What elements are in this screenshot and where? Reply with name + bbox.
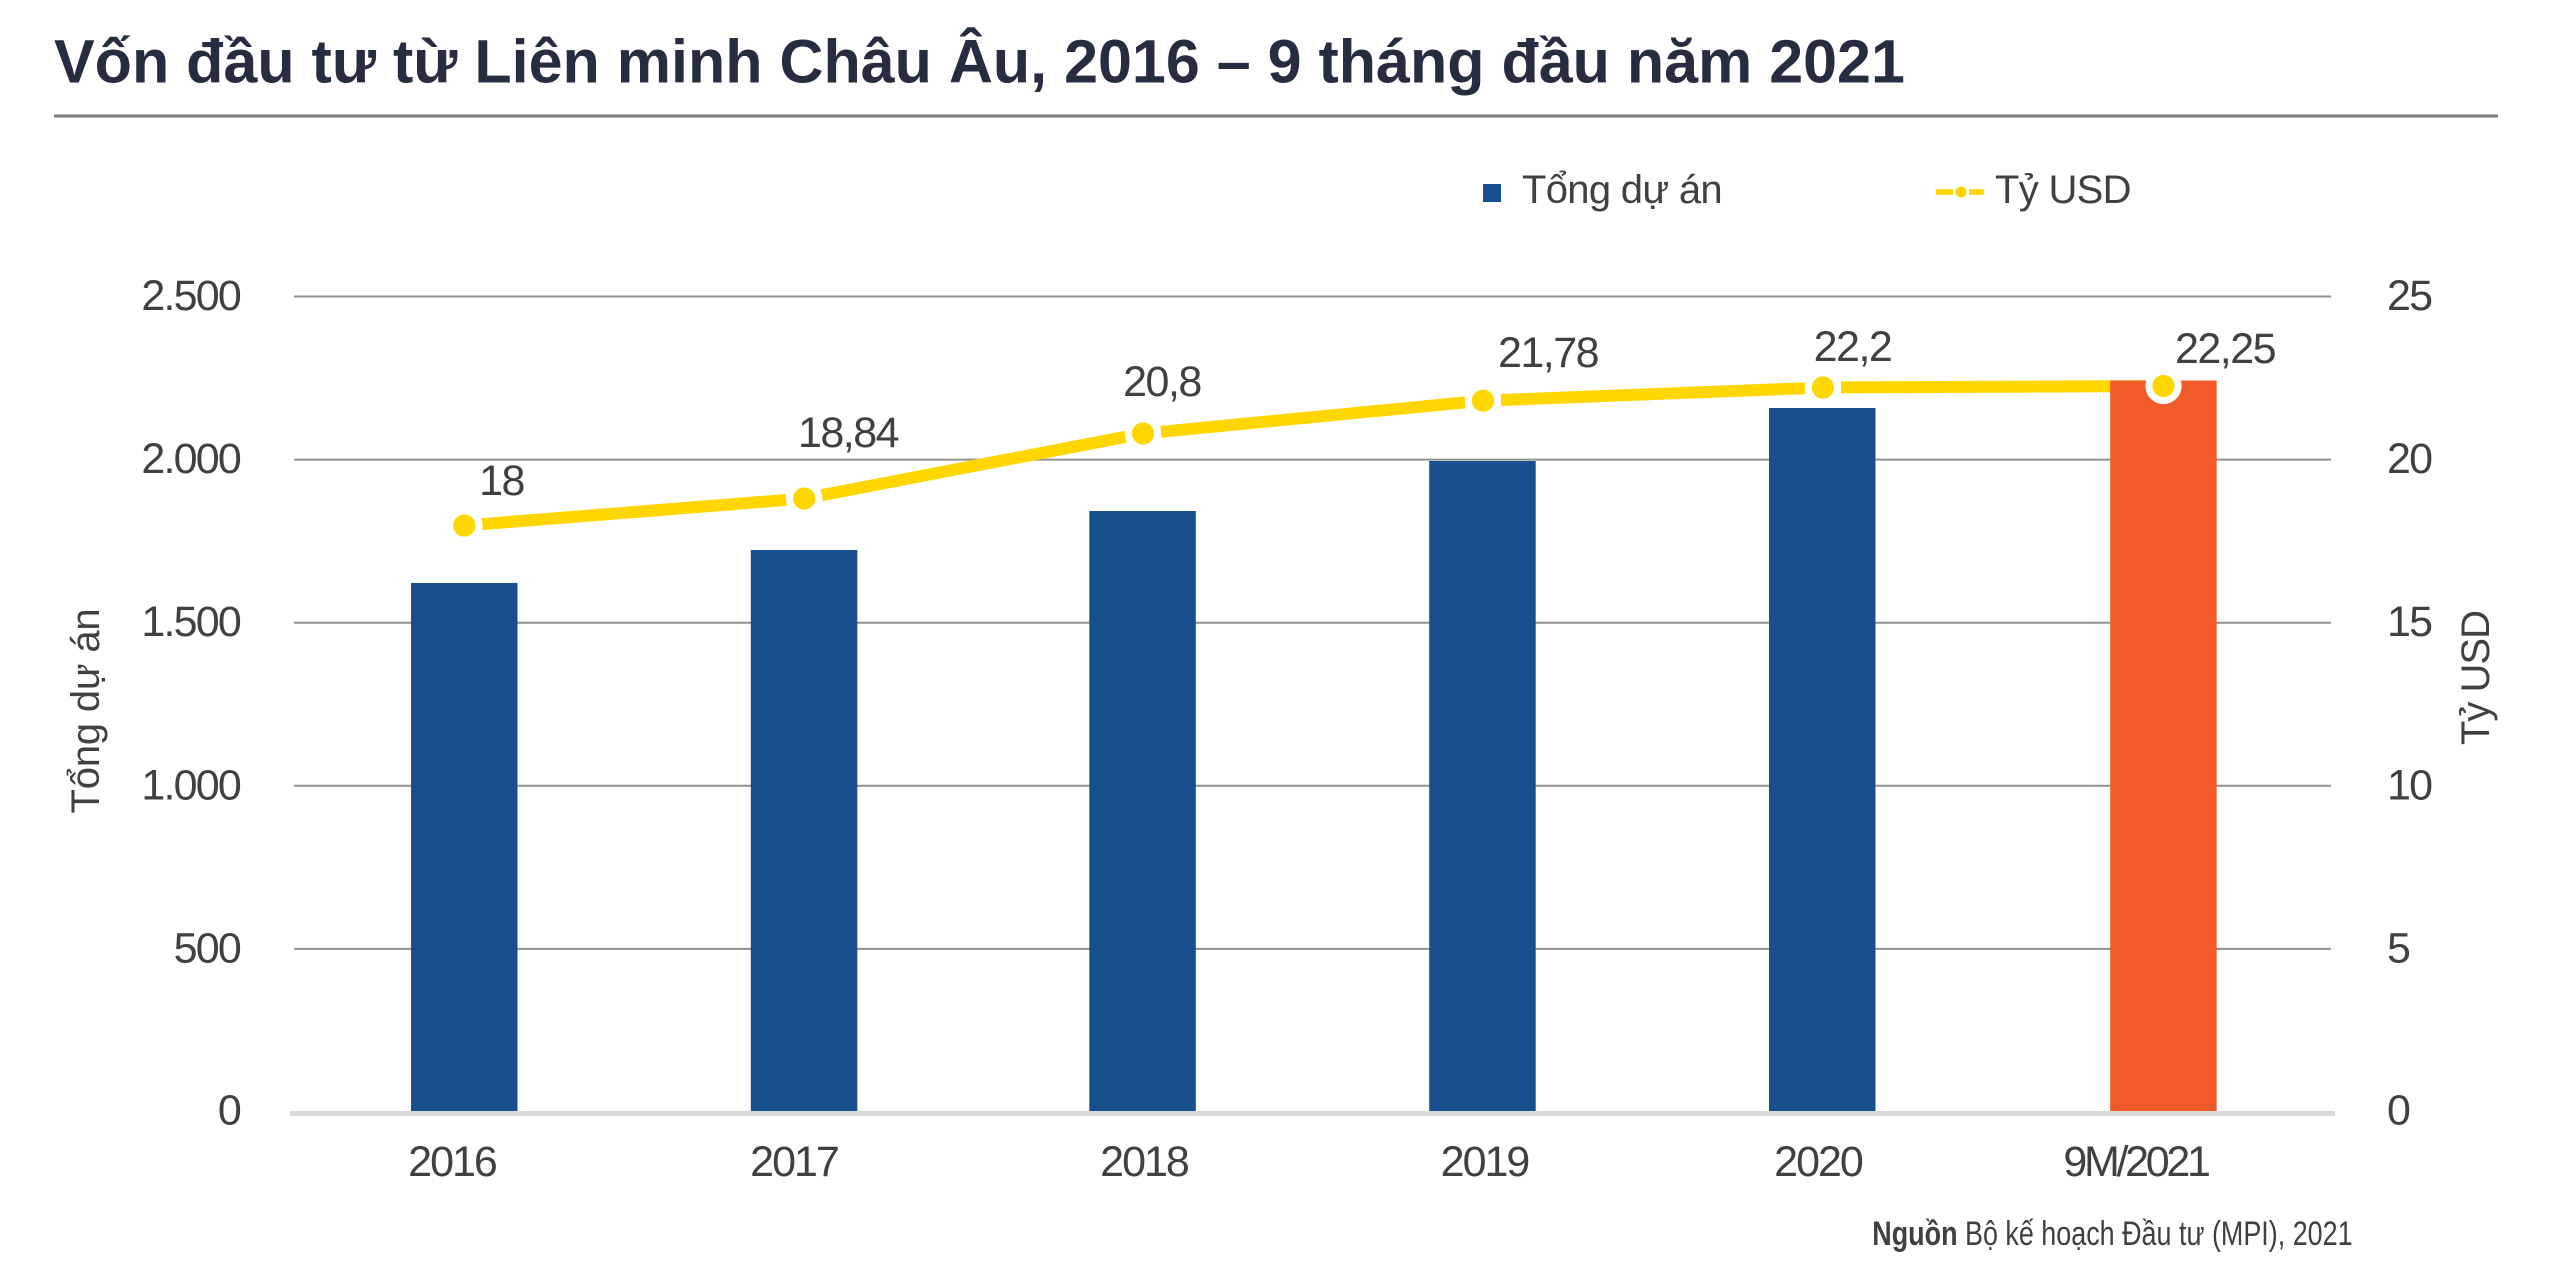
svg-text:Tỷ USD: Tỷ USD (2454, 611, 2498, 745)
svg-text:0: 0 (218, 1087, 241, 1135)
svg-text:15: 15 (2387, 598, 2432, 646)
svg-text:Tổng dự án: Tổng dự án (64, 609, 108, 814)
svg-text:2018: 2018 (1100, 1138, 1189, 1186)
svg-text:22,2: 22,2 (1814, 323, 1892, 371)
svg-text:22,25: 22,25 (2175, 325, 2276, 373)
svg-text:1.500: 1.500 (141, 598, 240, 646)
svg-text:2020: 2020 (1774, 1138, 1863, 1186)
svg-text:20: 20 (2387, 435, 2432, 483)
svg-text:2016: 2016 (408, 1138, 497, 1186)
svg-text:20,8: 20,8 (1123, 358, 1201, 406)
svg-text:2.000: 2.000 (141, 435, 240, 483)
svg-text:Tỷ USD: Tỷ USD (1995, 168, 2131, 212)
svg-text:Vốn đầu tư từ Liên minh Châu Â: Vốn đầu tư từ Liên minh Châu Âu, 2016 – … (54, 28, 1905, 96)
svg-text:Tổng dự án: Tổng dự án (1522, 168, 1722, 212)
svg-text:500: 500 (174, 924, 241, 972)
svg-text:18: 18 (479, 457, 524, 505)
svg-text:0: 0 (2387, 1087, 2410, 1135)
svg-text:2017: 2017 (750, 1138, 838, 1186)
svg-text:10: 10 (2387, 761, 2432, 809)
svg-text:Nguồn Bộ kế hoạch Đầu tư (MPI): Nguồn Bộ kế hoạch Đầu tư (MPI), 2021 (1872, 1215, 2352, 1253)
svg-text:18,84: 18,84 (798, 409, 899, 457)
svg-text:9M/2021: 9M/2021 (2063, 1138, 2209, 1186)
svg-text:2019: 2019 (1441, 1138, 1529, 1186)
svg-text:21,78: 21,78 (1498, 329, 1599, 377)
svg-text:1.000: 1.000 (141, 761, 240, 809)
svg-text:5: 5 (2387, 924, 2410, 972)
svg-text:2.500: 2.500 (141, 272, 240, 320)
svg-text:25: 25 (2387, 272, 2432, 320)
